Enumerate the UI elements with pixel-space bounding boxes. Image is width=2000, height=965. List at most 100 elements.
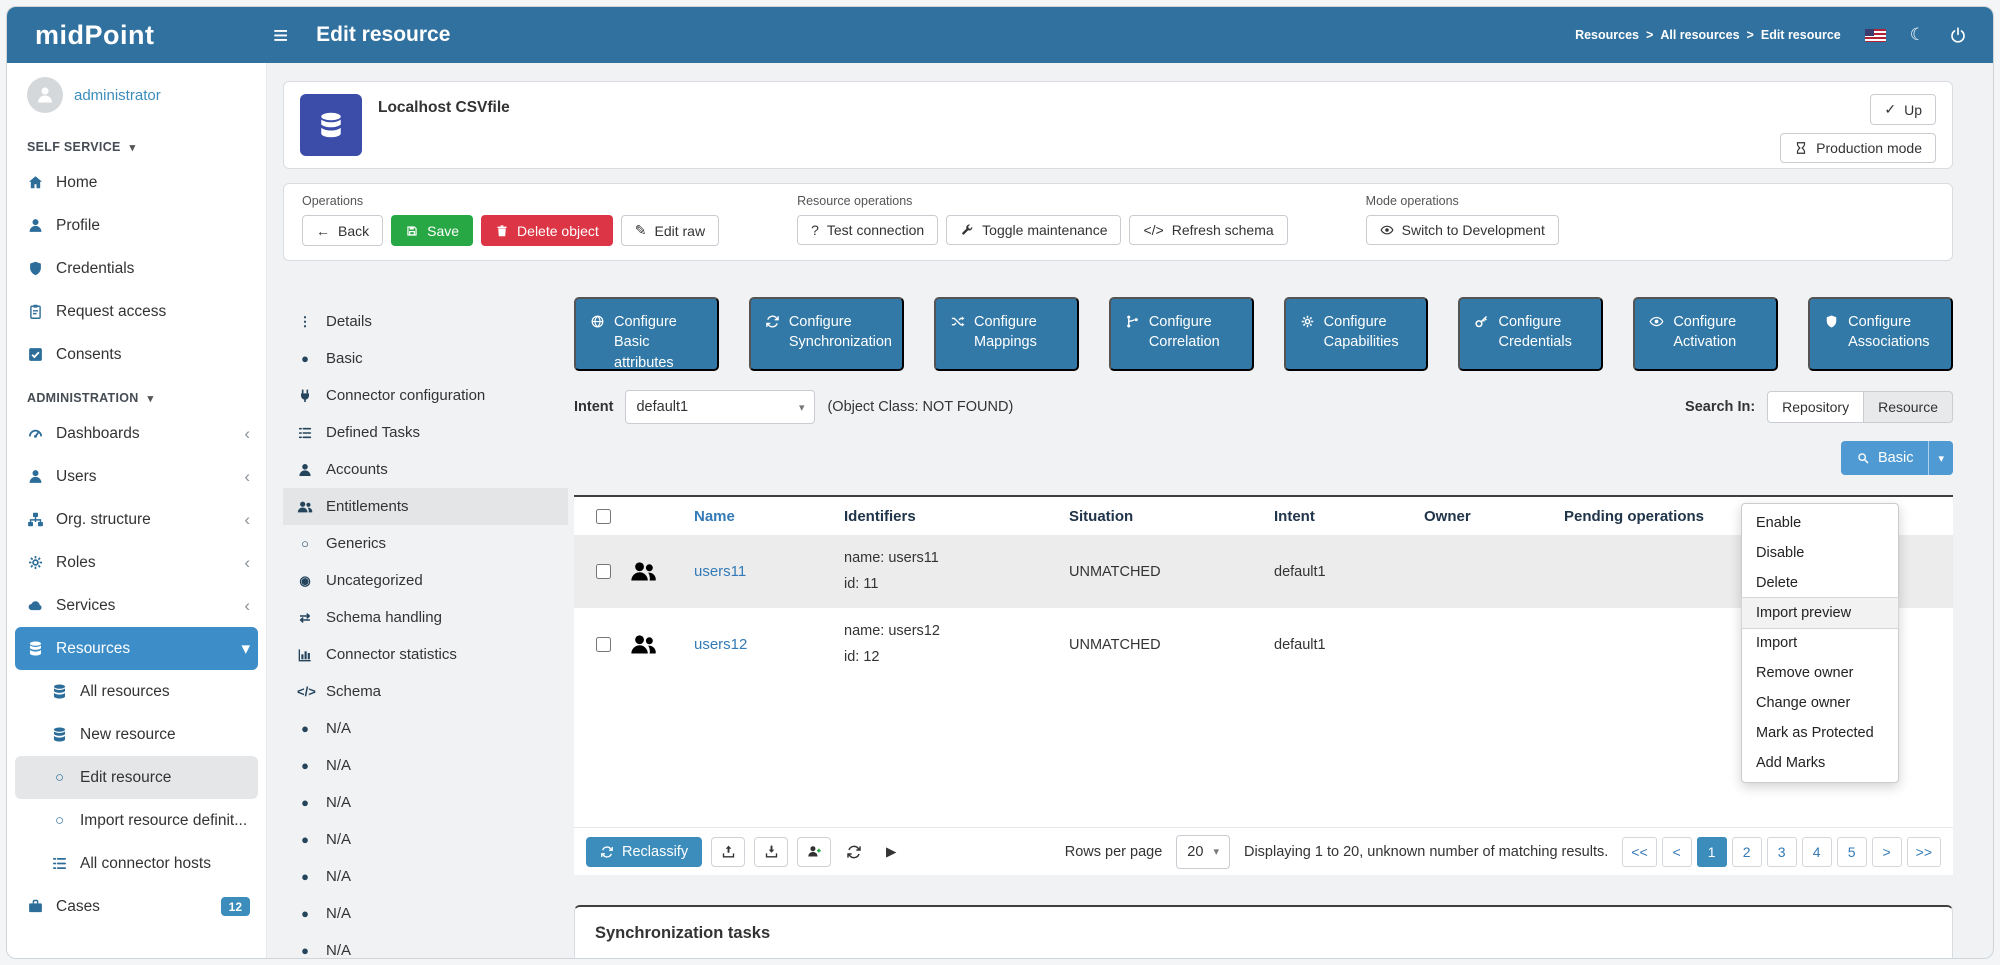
subnav-item-na-2[interactable]: ● N/A (283, 747, 568, 784)
menu-item-mark-as-protected[interactable]: Mark as Protected (1742, 718, 1898, 748)
pagination-page-5[interactable]: 5 (1837, 837, 1867, 867)
menu-item-change-owner[interactable]: Change owner (1742, 688, 1898, 718)
subnav-item-na-5[interactable]: ● N/A (283, 858, 568, 895)
configure-synchronization-button[interactable]: Configure Synchronization (749, 297, 904, 371)
username-link[interactable]: administrator (74, 87, 161, 104)
subnav-item-na-4[interactable]: ● N/A (283, 821, 568, 858)
sidebar-item-users[interactable]: Users ‹ (15, 455, 258, 498)
pagination-page-3[interactable]: 3 (1767, 837, 1797, 867)
logout-power-icon[interactable] (1949, 26, 1967, 44)
sidebar-item-all-resources[interactable]: All resources (15, 670, 258, 713)
configure-correlation-button[interactable]: Configure Correlation (1109, 297, 1254, 371)
row-name-link[interactable]: users12 (694, 636, 844, 653)
production-mode-button[interactable]: Production mode (1780, 133, 1936, 163)
toggle-maintenance-button[interactable]: Toggle maintenance (946, 215, 1121, 245)
configure-mappings-button[interactable]: Configure Mappings (934, 297, 1079, 371)
download-button[interactable] (754, 837, 788, 867)
breadcrumb-edit-resource[interactable]: Edit resource (1761, 28, 1841, 42)
configure-associations-button[interactable]: Configure Associations (1808, 297, 1953, 371)
pagination-prev[interactable]: < (1662, 837, 1692, 867)
pagination-page-4[interactable]: 4 (1802, 837, 1832, 867)
rows-per-page-select[interactable]: 20 ▾ (1176, 835, 1230, 869)
add-owner-button[interactable] (797, 837, 831, 867)
subnav-item-entitlements[interactable]: Entitlements (283, 488, 568, 525)
column-header-name[interactable]: Name (694, 508, 844, 525)
pagination-first[interactable]: << (1622, 837, 1656, 867)
sidebar-item-roles[interactable]: Roles ‹ (15, 541, 258, 584)
refresh-schema-button[interactable]: </> Refresh schema (1129, 215, 1287, 245)
refresh-table-button[interactable] (840, 837, 868, 867)
back-button[interactable]: ← Back (302, 215, 383, 246)
save-button[interactable]: Save (391, 215, 473, 246)
hamburger-menu-icon[interactable]: ≡ (273, 22, 288, 48)
subnav-item-connector-configuration[interactable]: Connector configuration (283, 377, 568, 414)
subnav-item-na-1[interactable]: ● N/A (283, 710, 568, 747)
switch-to-development-button[interactable]: Switch to Development (1366, 215, 1559, 245)
subnav-item-basic[interactable]: ● Basic (283, 340, 568, 377)
basic-search-button[interactable]: Basic (1841, 441, 1928, 475)
pagination-page-1[interactable]: 1 (1697, 837, 1727, 867)
subnav-item-schema[interactable]: </> Schema (283, 673, 568, 710)
row-checkbox[interactable] (596, 564, 611, 579)
sidebar-item-all-connector-hosts[interactable]: All connector hosts (15, 842, 258, 885)
configure-capabilities-button[interactable]: Configure Capabilities (1284, 297, 1429, 371)
menu-item-add-marks[interactable]: Add Marks (1742, 748, 1898, 778)
menu-item-import-preview[interactable]: Import preview (1742, 598, 1898, 628)
sidebar-item-dashboards[interactable]: Dashboards ‹ (15, 412, 258, 455)
sidebar-item-home[interactable]: Home (15, 161, 258, 204)
subnav-item-uncategorized[interactable]: ◉ Uncategorized (283, 562, 568, 599)
menu-item-import[interactable]: Import (1742, 628, 1898, 658)
sidebar-item-services[interactable]: Services ‹ (15, 584, 258, 627)
subnav-item-na-7[interactable]: ● N/A (283, 932, 568, 958)
search-in-resource-button[interactable]: Resource (1864, 391, 1953, 423)
delete-object-button[interactable]: Delete object (481, 215, 613, 246)
basic-search-dropdown-toggle[interactable]: ▾ (1928, 441, 1953, 475)
section-administration[interactable]: ADMINISTRATION ▾ (7, 376, 266, 412)
configure-basic-attributes-button[interactable]: Configure Basic attributes (574, 297, 719, 371)
pagination-next[interactable]: > (1872, 837, 1902, 867)
sidebar-item-credentials[interactable]: Credentials (15, 247, 258, 290)
sidebar-item-profile[interactable]: Profile (15, 204, 258, 247)
subnav-item-schema-handling[interactable]: ⇄ Schema handling (283, 599, 568, 636)
configure-activation-button[interactable]: Configure Activation (1633, 297, 1778, 371)
pagination-last[interactable]: >> (1907, 837, 1941, 867)
sidebar-item-resources[interactable]: Resources ▾ (15, 627, 258, 670)
sidebar-item-edit-resource[interactable]: ○ Edit resource (15, 756, 258, 799)
resource-status-up-button[interactable]: ✓ Up (1870, 94, 1936, 125)
row-name-link[interactable]: users11 (694, 563, 844, 580)
reclassify-button[interactable]: Reclassify (586, 837, 702, 867)
sidebar-item-consents[interactable]: Consents (15, 333, 258, 376)
row-checkbox[interactable] (596, 637, 611, 652)
intent-select[interactable]: default1 ▾ (625, 390, 815, 424)
subnav-item-na-6[interactable]: ● N/A (283, 895, 568, 932)
subnav-item-accounts[interactable]: Accounts (283, 451, 568, 488)
subnav-item-defined-tasks[interactable]: Defined Tasks (283, 414, 568, 451)
select-all-checkbox[interactable] (596, 509, 611, 524)
app-logo[interactable]: midPoint (7, 20, 267, 51)
run-button[interactable]: ▶ (877, 837, 905, 867)
menu-item-disable[interactable]: Disable (1742, 538, 1898, 568)
search-in-repository-button[interactable]: Repository (1767, 391, 1864, 423)
subnav-item-na-3[interactable]: ● N/A (283, 784, 568, 821)
dark-mode-icon[interactable]: ☾ (1910, 25, 1925, 45)
sidebar-item-import-resource-definition[interactable]: ○ Import resource definit... (15, 799, 258, 842)
sidebar-item-request-access[interactable]: Request access (15, 290, 258, 333)
menu-item-enable[interactable]: Enable (1742, 508, 1898, 538)
edit-raw-button[interactable]: ✎ Edit raw (621, 215, 719, 246)
breadcrumb-all-resources[interactable]: All resources (1660, 28, 1739, 42)
pagination-page-2[interactable]: 2 (1732, 837, 1762, 867)
menu-item-delete[interactable]: Delete (1742, 568, 1898, 598)
menu-item-remove-owner[interactable]: Remove owner (1742, 658, 1898, 688)
breadcrumb-resources[interactable]: Resources (1575, 28, 1639, 42)
test-connection-button[interactable]: ? Test connection (797, 215, 938, 245)
subnav-item-details[interactable]: ⋮ Details (283, 303, 568, 340)
sidebar-item-new-resource[interactable]: New resource (15, 713, 258, 756)
sidebar-item-cases[interactable]: Cases 12 (15, 885, 258, 928)
export-upload-button[interactable] (711, 837, 745, 867)
configure-credentials-button[interactable]: Configure Credentials (1458, 297, 1603, 371)
locale-flag-us[interactable] (1865, 29, 1886, 42)
sidebar-item-org-structure[interactable]: Org. structure ‹ (15, 498, 258, 541)
section-self-service[interactable]: SELF SERVICE ▾ (7, 125, 266, 161)
subnav-item-generics[interactable]: ○ Generics (283, 525, 568, 562)
subnav-item-connector-statistics[interactable]: Connector statistics (283, 636, 568, 673)
